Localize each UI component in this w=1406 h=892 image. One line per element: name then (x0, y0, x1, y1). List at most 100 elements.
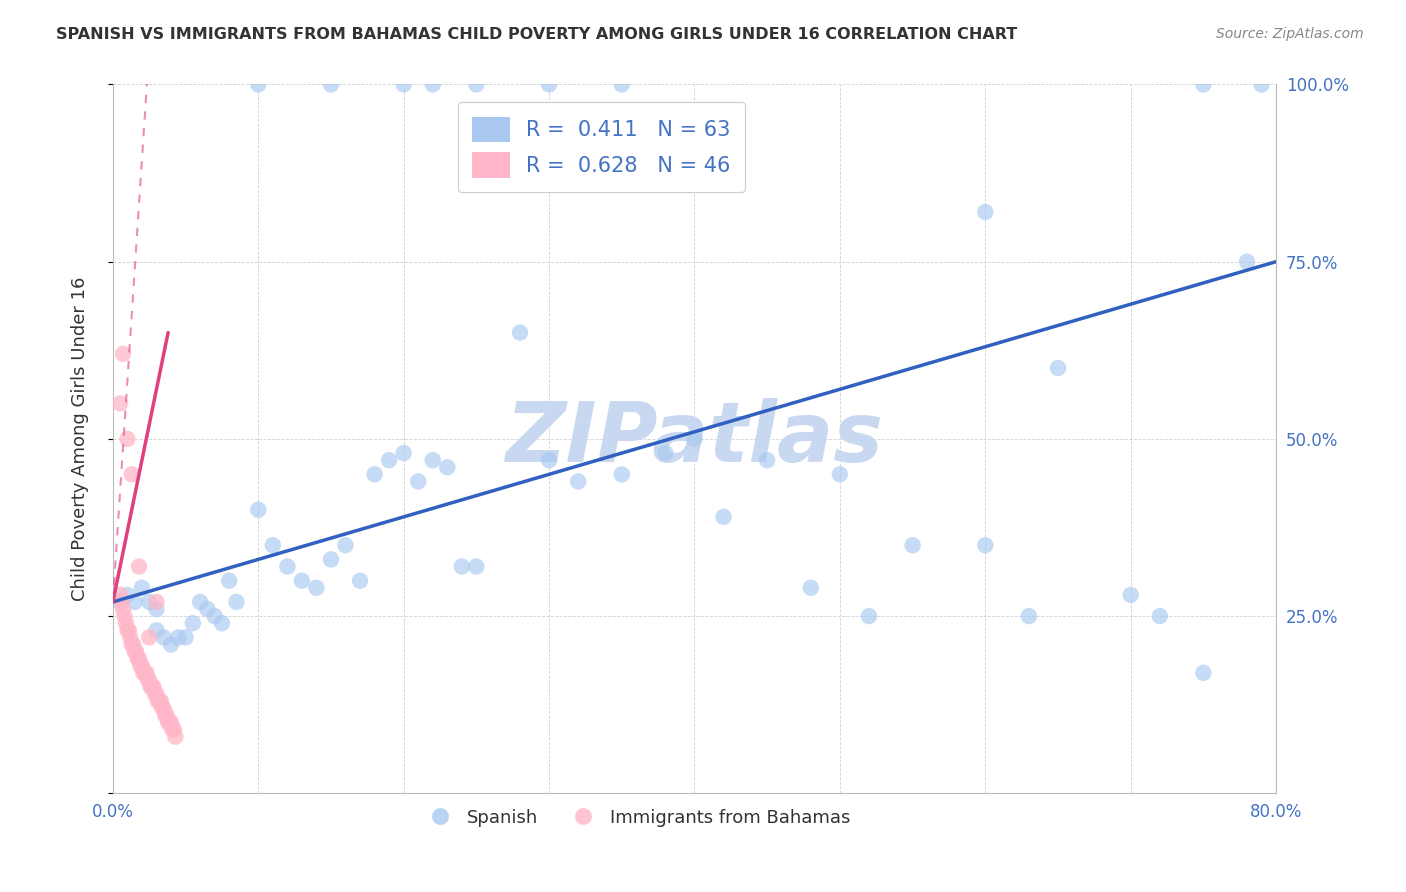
Point (127, 651, 149, 665)
Point (115, 616, 138, 631)
Point (974, 205, 997, 219)
Point (167, 631, 190, 645)
Point (138, 673, 160, 687)
Point (683, 432, 706, 446)
Point (349, 574, 371, 588)
Point (146, 694, 169, 708)
Point (156, 708, 179, 723)
Point (392, 78, 415, 92)
Point (149, 694, 172, 708)
Point (138, 595, 160, 609)
Point (138, 631, 160, 645)
Point (135, 665, 157, 680)
Point (335, 538, 357, 552)
Point (108, 588, 131, 602)
Point (465, 78, 488, 92)
Point (117, 624, 139, 638)
Point (121, 467, 143, 482)
Point (654, 446, 676, 460)
Point (121, 638, 143, 652)
Point (538, 453, 561, 467)
Point (422, 453, 444, 467)
Point (204, 609, 226, 624)
Point (1018, 609, 1040, 624)
Point (1149, 609, 1171, 624)
Point (134, 665, 156, 680)
Point (152, 631, 174, 645)
Point (120, 631, 142, 645)
Point (128, 651, 150, 665)
Point (131, 658, 153, 673)
Point (1192, 78, 1215, 92)
Point (974, 538, 997, 552)
Point (1046, 361, 1069, 376)
Point (124, 644, 146, 658)
Point (713, 509, 735, 524)
Point (132, 665, 155, 680)
Point (392, 446, 415, 460)
Point (858, 609, 880, 624)
Point (139, 680, 162, 694)
Point (131, 581, 153, 595)
Point (276, 559, 298, 574)
Point (188, 595, 211, 609)
Point (118, 624, 141, 638)
Text: ZIPatlas: ZIPatlas (506, 399, 883, 479)
Point (153, 708, 176, 723)
Point (142, 680, 165, 694)
Point (122, 638, 145, 652)
Point (143, 687, 166, 701)
Point (110, 595, 132, 609)
Point (901, 538, 924, 552)
Point (150, 701, 173, 715)
Point (465, 559, 488, 574)
Point (145, 595, 167, 609)
Point (363, 467, 385, 482)
Text: Source: ZipAtlas.com: Source: ZipAtlas.com (1216, 27, 1364, 41)
Point (319, 78, 342, 92)
Point (117, 588, 139, 602)
Point (148, 694, 170, 708)
Point (1192, 665, 1215, 680)
Point (800, 581, 823, 595)
Point (450, 559, 472, 574)
Point (247, 503, 270, 517)
Point (160, 715, 183, 730)
Point (1236, 254, 1258, 268)
Point (828, 467, 851, 482)
Point (1119, 588, 1142, 602)
Point (145, 602, 167, 616)
Point (112, 602, 135, 616)
Point (162, 723, 184, 737)
Point (108, 396, 131, 410)
Point (129, 658, 152, 673)
Point (319, 552, 342, 566)
Point (160, 638, 183, 652)
Point (422, 78, 444, 92)
Point (538, 78, 561, 92)
Y-axis label: Child Poverty Among Girls Under 16: Child Poverty Among Girls Under 16 (72, 277, 89, 601)
Point (145, 687, 167, 701)
Point (117, 432, 139, 446)
Point (108, 595, 131, 609)
Point (159, 715, 181, 730)
Point (247, 78, 270, 92)
Point (152, 701, 174, 715)
Point (112, 347, 135, 361)
Point (165, 730, 187, 744)
Point (756, 453, 779, 467)
Point (157, 715, 180, 730)
Point (145, 624, 167, 638)
Point (291, 574, 314, 588)
Point (211, 616, 233, 631)
Point (436, 460, 458, 475)
Point (305, 581, 328, 595)
Point (262, 538, 284, 552)
Point (225, 595, 247, 609)
Point (114, 609, 136, 624)
Point (610, 78, 633, 92)
Point (136, 673, 159, 687)
Point (124, 595, 146, 609)
Point (163, 723, 186, 737)
Point (509, 326, 531, 340)
